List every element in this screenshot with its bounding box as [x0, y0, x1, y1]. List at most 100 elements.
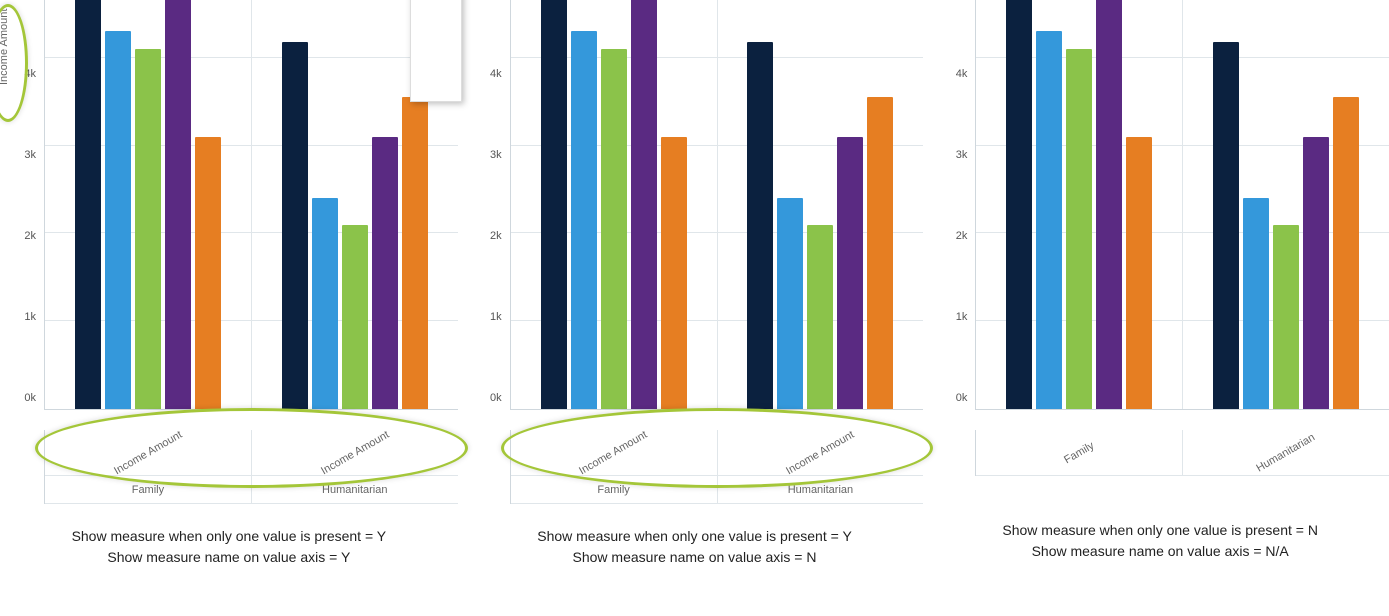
y-tick: 3k	[24, 149, 36, 161]
bar	[601, 49, 627, 409]
y-tick: 4k	[490, 68, 502, 80]
chart-wrap-1: Income Amount 0k 1k 2k 3k 4k 5k	[0, 0, 458, 430]
y-tick: 1k	[490, 311, 502, 323]
y-ticks: 0k 1k 2k 3k 4k 5k	[12, 0, 42, 430]
bar	[571, 31, 597, 409]
bars-container	[511, 0, 924, 409]
x-row-measure: Income Amount Income Amount	[45, 430, 458, 476]
panel-3: 0k 1k 2k 3k 4k 5k Family	[931, 0, 1389, 568]
bars-container	[976, 0, 1389, 409]
bar-group-family	[45, 0, 252, 409]
y-tick: 4k	[956, 68, 968, 80]
plot-area	[975, 0, 1389, 410]
bar	[661, 137, 687, 409]
y-tick: 2k	[956, 230, 968, 242]
x-cell: Humanitarian	[718, 476, 924, 503]
x-cell: Family	[976, 430, 1183, 475]
x-cell: Income Amount	[511, 430, 718, 475]
caption-line-1: Show measure when only one value is pres…	[0, 526, 458, 547]
x-axis-area: Income Amount Income Amount Family Human…	[44, 430, 458, 504]
y-ticks: 0k 1k 2k 3k 4k 5k	[943, 0, 973, 430]
caption-line-1: Show measure when only one value is pres…	[931, 520, 1389, 541]
bar	[1066, 49, 1092, 409]
x-row-category: Family Humanitarian	[511, 476, 924, 504]
chart-wrap-2: 0k 1k 2k 3k 4k 5k	[466, 0, 924, 430]
y-tick: 3k	[956, 149, 968, 161]
bar-group-family	[511, 0, 718, 409]
bar	[867, 97, 893, 409]
bar	[342, 225, 368, 409]
bar	[135, 49, 161, 409]
bar	[777, 198, 803, 409]
y-tick: 1k	[24, 311, 36, 323]
caption-line-2: Show measure name on value axis = N	[466, 547, 924, 568]
caption-line-2: Show measure name on value axis = Y	[0, 547, 458, 568]
bar-group-family	[976, 0, 1183, 409]
bar	[1333, 97, 1359, 409]
plot-area	[44, 0, 458, 410]
x-category-label: Humanitarian	[322, 484, 387, 496]
x-row-category: Family Humanitarian	[45, 476, 458, 504]
caption-line-1: Show measure when only one value is pres…	[466, 526, 924, 547]
decorative-shadow-box	[410, 0, 462, 102]
x-cell: Income Amount	[45, 430, 252, 475]
bar	[1126, 137, 1152, 409]
x-category-label: Humanitarian	[1255, 431, 1318, 474]
panels-container: Income Amount 0k 1k 2k 3k 4k 5k	[0, 0, 1389, 568]
y-axis-label: Income Amount	[0, 9, 10, 85]
y-tick: 1k	[956, 311, 968, 323]
y-tick: 4k	[24, 68, 36, 80]
bar	[165, 0, 191, 409]
panel-caption: Show measure when only one value is pres…	[931, 520, 1389, 562]
bar	[1303, 137, 1329, 409]
bar	[1096, 0, 1122, 409]
x-measure-label: Income Amount	[319, 428, 391, 477]
x-row-measure: Income Amount Income Amount	[511, 430, 924, 476]
plot-area	[510, 0, 924, 410]
bar	[807, 225, 833, 409]
x-axis-area: Family Humanitarian	[975, 430, 1389, 476]
y-tick: 2k	[24, 230, 36, 242]
bar	[372, 137, 398, 409]
bar	[1273, 225, 1299, 409]
bar-group-humanitarian	[718, 0, 924, 409]
bar	[747, 42, 773, 409]
bar-group-humanitarian	[1183, 0, 1389, 409]
bar	[1006, 0, 1032, 409]
bar	[75, 0, 101, 409]
x-cell: Income Amount	[252, 430, 458, 475]
bar	[837, 137, 863, 409]
panel-2: 0k 1k 2k 3k 4k 5k Income Amou	[466, 0, 924, 568]
y-tick: 0k	[24, 392, 36, 404]
bar	[631, 0, 657, 409]
x-cell: Humanitarian	[252, 476, 458, 503]
bars-container	[45, 0, 458, 409]
bar	[1213, 42, 1239, 409]
x-cell: Family	[511, 476, 718, 503]
bar	[105, 31, 131, 409]
x-category-label: Family	[132, 484, 164, 496]
bar	[541, 0, 567, 409]
y-ticks: 0k 1k 2k 3k 4k 5k	[478, 0, 508, 430]
y-tick: 2k	[490, 230, 502, 242]
x-cell: Family	[45, 476, 252, 503]
x-measure-label: Income Amount	[112, 428, 184, 477]
x-axis-area: Income Amount Income Amount Family Human…	[510, 430, 924, 504]
bar	[195, 137, 221, 409]
x-category-label: Humanitarian	[788, 484, 853, 496]
panel-caption: Show measure when only one value is pres…	[0, 526, 458, 568]
x-row-category: Family Humanitarian	[976, 430, 1389, 476]
x-measure-label: Income Amount	[577, 428, 649, 477]
panel-caption: Show measure when only one value is pres…	[466, 526, 924, 568]
caption-line-2: Show measure name on value axis = N/A	[931, 541, 1389, 562]
bar	[282, 42, 308, 409]
x-cell: Humanitarian	[1183, 430, 1389, 475]
x-measure-label: Income Amount	[784, 428, 856, 477]
x-cell: Income Amount	[718, 430, 924, 475]
y-tick: 3k	[490, 149, 502, 161]
x-category-label: Family	[1062, 439, 1096, 466]
bar	[1243, 198, 1269, 409]
y-tick: 0k	[956, 392, 968, 404]
bar	[1036, 31, 1062, 409]
bar	[402, 97, 428, 409]
